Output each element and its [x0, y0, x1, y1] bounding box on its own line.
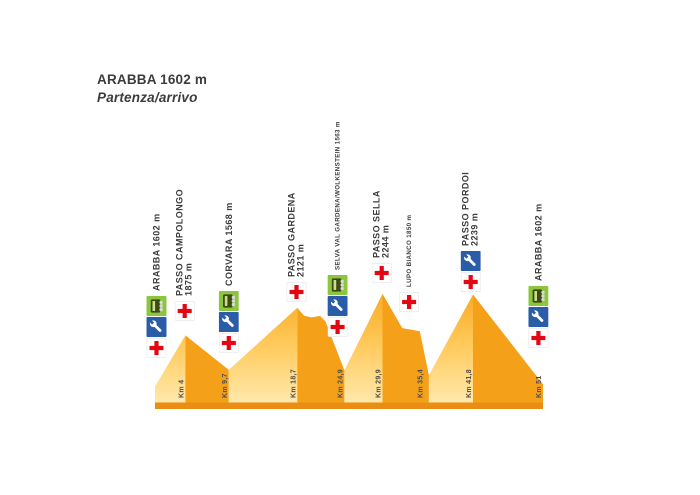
medical-cross-icon	[286, 282, 307, 302]
refreshment-bus-icon	[327, 275, 348, 295]
station-label: CORVARA 1568 m	[218, 202, 239, 353]
chart-title: ARABBA 1602 m	[97, 72, 208, 87]
km-tick: Km 24,9	[337, 369, 345, 398]
km-tick: Km 35,4	[417, 369, 425, 398]
mechanic-wrench-icon	[460, 251, 481, 271]
chart-header: ARABBA 1602 m Partenza/arrivo	[97, 72, 207, 105]
chart-subtitle: Partenza/arrivo	[97, 90, 198, 105]
km-tick: Km 51	[536, 375, 543, 398]
station-label: LUPO BIANCO 1850 m	[399, 215, 420, 312]
descent-face	[382, 293, 429, 409]
station-label: PASSO GARDENA 2121 m	[287, 192, 307, 302]
mechanic-wrench-icon	[528, 307, 549, 327]
mechanic-wrench-icon	[218, 312, 239, 332]
refreshment-bus-icon	[146, 296, 167, 316]
km-tick: Km 4	[178, 379, 186, 398]
medical-cross-icon	[174, 301, 195, 321]
mechanic-wrench-icon	[327, 296, 348, 316]
station-label: ARABBA 1602 m	[528, 203, 549, 348]
ascent-face	[344, 293, 383, 409]
station-text: PASSO SELLA 2244 m	[372, 190, 391, 258]
ascent-face	[228, 307, 298, 409]
km-tick: Km 9,7	[221, 373, 229, 398]
station-label: SELVA VAL GARDENA/WOLKENSTEIN 1563 m	[327, 121, 348, 337]
station-name: SELVA VAL GARDENA/WOLKENSTEIN 1563 m	[334, 121, 342, 270]
medical-cross-icon	[460, 272, 481, 292]
station-name: ARABBA 1602 m	[151, 213, 161, 291]
descent-face	[473, 294, 543, 409]
station-label: PASSO CAMPOLONGO 1875 m	[175, 189, 195, 321]
medical-cross-icon	[528, 328, 549, 348]
refreshment-bus-icon	[528, 286, 549, 306]
station-text: CORVARA 1568 m	[223, 202, 234, 286]
station-text: ARABBA 1602 m	[532, 203, 543, 281]
station-text: PASSO CAMPOLONGO 1875 m	[175, 189, 194, 296]
mechanic-wrench-icon	[146, 317, 167, 337]
km-tick: Km 29,9	[375, 369, 383, 398]
station-text: PASSO GARDENA 2121 m	[287, 192, 306, 277]
station-name: CORVARA 1568 m	[223, 202, 234, 286]
station-altitude: 1875 m	[183, 262, 194, 296]
ascent-face	[155, 335, 186, 409]
km-tick: Km 41,8	[466, 369, 473, 398]
medical-cross-icon	[399, 292, 420, 312]
station-text: ARABBA 1602 m	[151, 213, 161, 291]
km-tick: Km 18,7	[290, 369, 298, 398]
medical-cross-icon	[371, 263, 392, 283]
refreshment-bus-icon	[218, 291, 239, 311]
station-altitude: 2121 m	[295, 243, 306, 277]
descent-face	[297, 307, 345, 409]
station-text: PASSO PORDOI 2239 m	[461, 172, 480, 246]
medical-cross-icon	[218, 333, 239, 353]
station-text: LUPO BIANCO 1850 m	[405, 215, 414, 287]
station-label: ARABBA 1602 m	[146, 213, 167, 358]
medical-cross-icon	[146, 338, 167, 358]
station-altitude: 2244 m	[380, 224, 391, 258]
station-name: ARABBA 1602 m	[532, 203, 543, 281]
descent-face	[185, 335, 229, 409]
station-name: LUPO BIANCO 1850 m	[405, 214, 413, 287]
ascent-face	[428, 294, 473, 409]
medical-cross-icon	[327, 317, 348, 337]
station-label: PASSO SELLA 2244 m	[372, 190, 392, 283]
station-label: PASSO PORDOI 2239 m	[460, 172, 481, 292]
station-altitude: 2239 m	[469, 212, 480, 246]
profile-base-strip	[155, 402, 543, 409]
station-text: SELVA VAL GARDENA/WOLKENSTEIN 1563 m	[333, 121, 342, 270]
